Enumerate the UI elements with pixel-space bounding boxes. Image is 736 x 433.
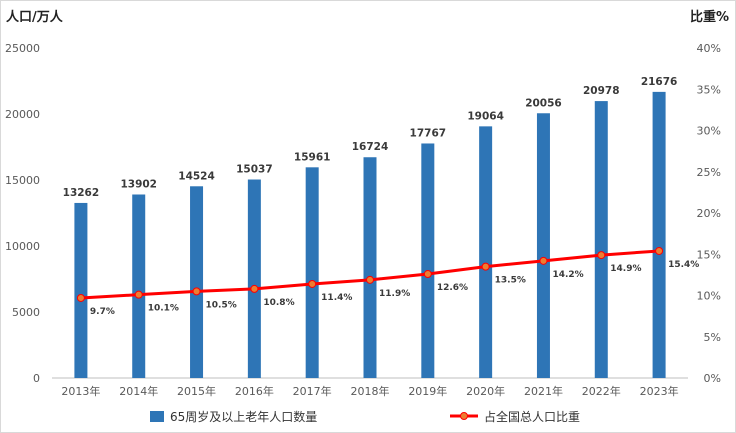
line-series	[76, 246, 664, 302]
bar	[132, 194, 146, 378]
bar-data-label: 13262	[63, 187, 100, 199]
line-point	[250, 284, 259, 293]
line-data-label: 10.5%	[206, 300, 237, 310]
line-point	[308, 279, 317, 288]
x-tick-label: 2020年	[466, 384, 505, 398]
x-tick-label: 2021年	[524, 384, 563, 398]
bar	[74, 202, 88, 378]
x-tick-label: 2014年	[119, 384, 158, 398]
right-tick-label: 30%	[697, 125, 721, 138]
bar-data-label: 13902	[120, 178, 157, 190]
bar-data-label: 20978	[583, 85, 620, 97]
bar	[363, 157, 377, 378]
right-tick-label: 20%	[697, 207, 721, 220]
legend: 65周岁及以上老年人口数量 占全国总人口比重	[150, 409, 580, 424]
left-axis: 0 5000 10000 15000 20000 25000	[5, 42, 40, 385]
bar	[305, 167, 319, 378]
bar-data-label: 20056	[525, 97, 562, 109]
line-data-label: 14.2%	[552, 270, 583, 280]
bar	[479, 126, 493, 379]
bar-data-label: 17767	[410, 127, 447, 139]
line-data-label: 10.8%	[263, 298, 294, 308]
legend-label-line: 占全国总人口比重	[484, 409, 580, 424]
left-tick-label: 10000	[5, 240, 40, 253]
line-point	[655, 246, 664, 255]
line-point	[539, 256, 548, 265]
x-tick-label: 2019年	[408, 384, 447, 398]
bar	[190, 186, 204, 378]
left-tick-label: 15000	[5, 174, 40, 187]
bar-data-label: 15037	[236, 164, 273, 176]
bar-data-label: 21676	[641, 76, 678, 88]
right-tick-label: 35%	[697, 83, 721, 96]
x-tick-label: 2017年	[293, 384, 332, 398]
bar	[652, 91, 666, 378]
right-tick-label: 40%	[697, 42, 721, 55]
right-axis: 0% 5% 10% 15% 20% 25% 30% 35% 40%	[697, 42, 721, 385]
left-tick-label: 0	[33, 372, 40, 385]
right-tick-label: 0%	[704, 372, 721, 385]
right-tick-label: 5%	[704, 331, 721, 344]
line-point	[134, 290, 143, 299]
left-tick-label: 25000	[5, 42, 40, 55]
line-point	[481, 262, 490, 271]
bar	[536, 113, 550, 378]
line-data-label: 9.7%	[90, 307, 115, 317]
line-data-label: 12.6%	[437, 283, 468, 293]
right-axis-title: 比重%	[690, 9, 729, 25]
line-point	[192, 287, 201, 296]
line-data-label: 14.9%	[610, 264, 641, 274]
line-point	[76, 293, 85, 302]
line-data-label: 11.4%	[321, 293, 352, 303]
line-point	[366, 275, 374, 284]
legend-swatch-marker	[460, 412, 468, 420]
line-data-label: 11.9%	[379, 289, 410, 299]
right-tick-label: 25%	[697, 166, 721, 179]
right-tick-label: 15%	[697, 248, 721, 261]
legend-label-bars: 65周岁及以上老年人口数量	[170, 409, 317, 424]
bar-data-label: 19064	[467, 110, 504, 122]
bar-series	[74, 91, 666, 379]
x-tick-label: 2023年	[640, 384, 679, 398]
bar-data-label: 15961	[294, 151, 331, 163]
x-tick-label: 2016年	[235, 384, 274, 398]
line-data-label: 15.4%	[668, 260, 699, 270]
x-tick-label: 2022年	[582, 384, 621, 398]
x-tick-label: 2013年	[61, 384, 100, 398]
right-tick-label: 10%	[697, 290, 721, 303]
x-tick-label: 2018年	[351, 384, 390, 398]
bar	[247, 179, 261, 378]
legend-swatch-bars	[150, 411, 164, 422]
bar	[594, 101, 608, 379]
x-tick-label: 2015年	[177, 384, 216, 398]
line-labels: 9.7% 10.1% 10.5% 10.8% 11.4% 11.9% 12.6% 13.5% 1…	[90, 260, 699, 317]
line-data-label: 10.1%	[148, 304, 179, 314]
line-data-label: 13.5%	[495, 276, 526, 286]
bar-data-label: 16724	[352, 141, 389, 153]
left-tick-label: 20000	[5, 108, 40, 121]
bar-data-label: 14524	[178, 170, 215, 182]
bar	[421, 143, 435, 378]
left-axis-title: 人口/万人	[6, 9, 64, 25]
line-point	[423, 270, 432, 279]
line-point	[597, 251, 606, 260]
left-tick-label: 5000	[12, 306, 40, 319]
bar-labels: 13262 13902 14524 15037 15961 16724 17767 19064…	[63, 76, 678, 199]
x-axis-labels: 2013年 2014年 2015年 2016年 2017年 2018年 2019年 2020年…	[61, 384, 678, 398]
